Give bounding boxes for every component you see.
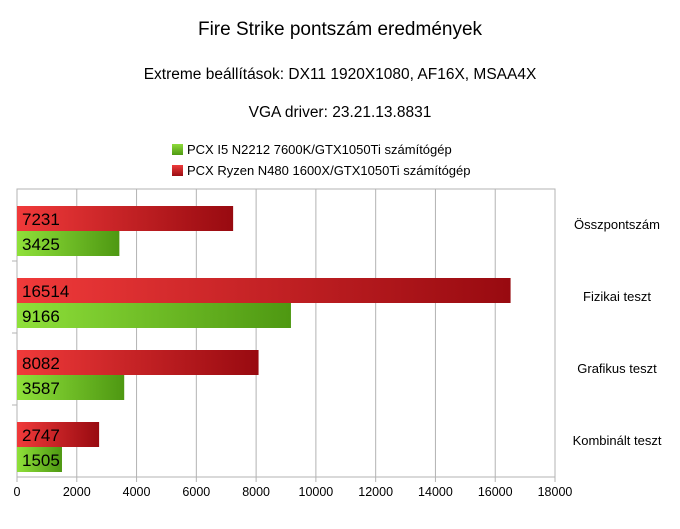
legend-swatch-green: [172, 144, 183, 155]
x-tick-label: 16000: [478, 485, 513, 499]
data-label-green-0: 3425: [22, 235, 60, 254]
bar-green-2: [17, 375, 125, 400]
data-label-red-3: 2747: [22, 426, 60, 445]
bar-red-0: [17, 206, 234, 231]
data-label-red-1: 16514: [22, 282, 69, 301]
x-tick-label: 18000: [538, 485, 573, 499]
x-tick-label: 8000: [242, 485, 270, 499]
legend-item-red: PCX Ryzen N480 1600X/GTX1050Ti számítógé…: [172, 163, 471, 178]
x-tick-label: 6000: [182, 485, 210, 499]
bar-green-0: [17, 231, 120, 256]
chart-subtitle-driver: VGA driver: 23.21.13.8831: [248, 104, 432, 121]
data-label-red-2: 8082: [22, 354, 60, 373]
data-label-red-0: 7231: [22, 210, 60, 229]
data-label-green-1: 9166: [22, 307, 60, 326]
category-label-0: Összpontszám: [574, 217, 660, 232]
legend-label-green: PCX I5 N2212 7600K/GTX1050Ti számítógép: [187, 142, 452, 157]
x-tick-label: 2000: [63, 485, 91, 499]
legend-swatch-red: [172, 165, 183, 176]
data-label-green-2: 3587: [22, 379, 60, 398]
category-label-1: Fizikai teszt: [583, 289, 651, 304]
chart-subtitle-settings: Extreme beállítások: DX11 1920X1080, AF1…: [143, 66, 537, 83]
bar-green-3: [17, 447, 62, 472]
legend-item-green: PCX I5 N2212 7600K/GTX1050Ti számítógép: [172, 142, 452, 157]
category-label-2: Grafikus teszt: [577, 361, 657, 376]
legend-label-red: PCX Ryzen N480 1600X/GTX1050Ti számítógé…: [187, 163, 471, 178]
bar-green-1: [17, 303, 291, 328]
x-tick-label: 4000: [123, 485, 151, 499]
x-tick-label: 12000: [358, 485, 393, 499]
data-label-green-3: 1505: [22, 451, 60, 470]
bar-red-1: [17, 278, 511, 303]
bar-red-3: [17, 422, 100, 447]
x-tick-label: 10000: [299, 485, 334, 499]
x-tick-label: 14000: [418, 485, 453, 499]
chart-title: Fire Strike pontszám eredmények: [197, 19, 483, 40]
category-label-3: Kombinált teszt: [573, 433, 662, 448]
x-tick-label: 0: [14, 485, 21, 499]
bar-red-2: [17, 350, 259, 375]
